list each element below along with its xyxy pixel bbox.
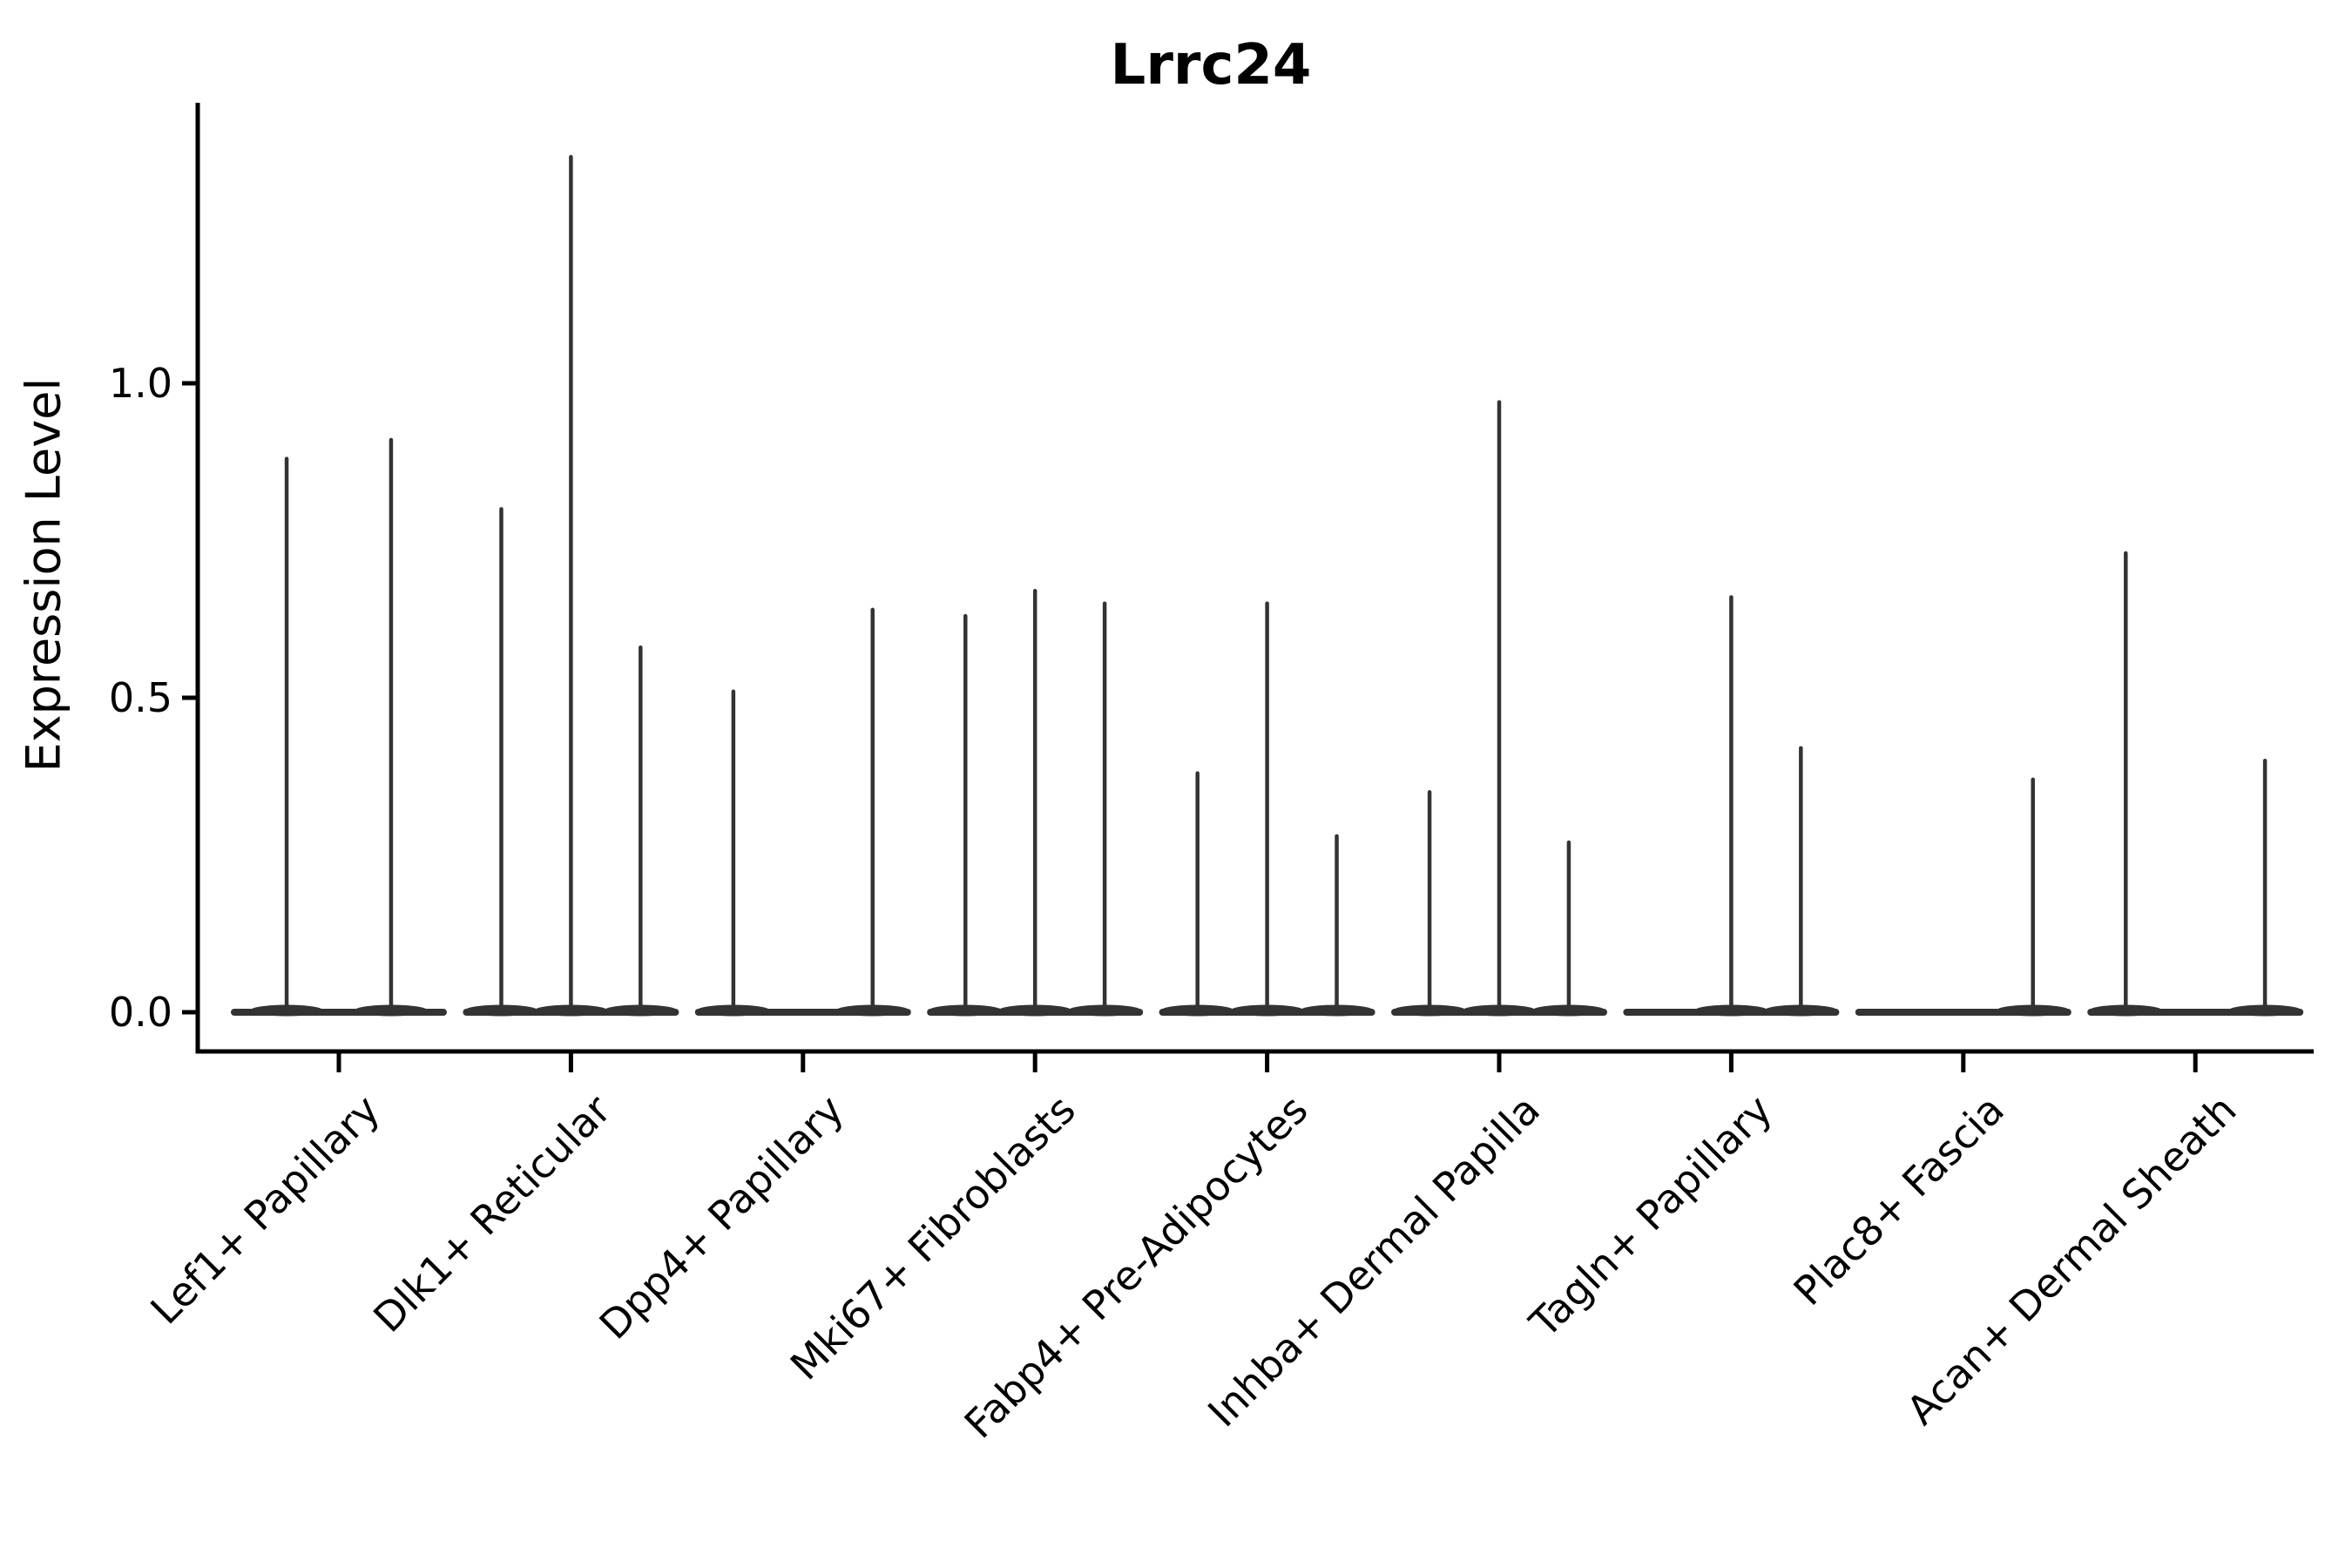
y-tick-label-0: 0.0 <box>108 989 172 1036</box>
y-tick-label-0.5: 0.5 <box>108 674 172 721</box>
y-tick-label-1.0: 1.0 <box>108 360 172 407</box>
chart-title: Lrrc24 <box>1110 33 1312 98</box>
